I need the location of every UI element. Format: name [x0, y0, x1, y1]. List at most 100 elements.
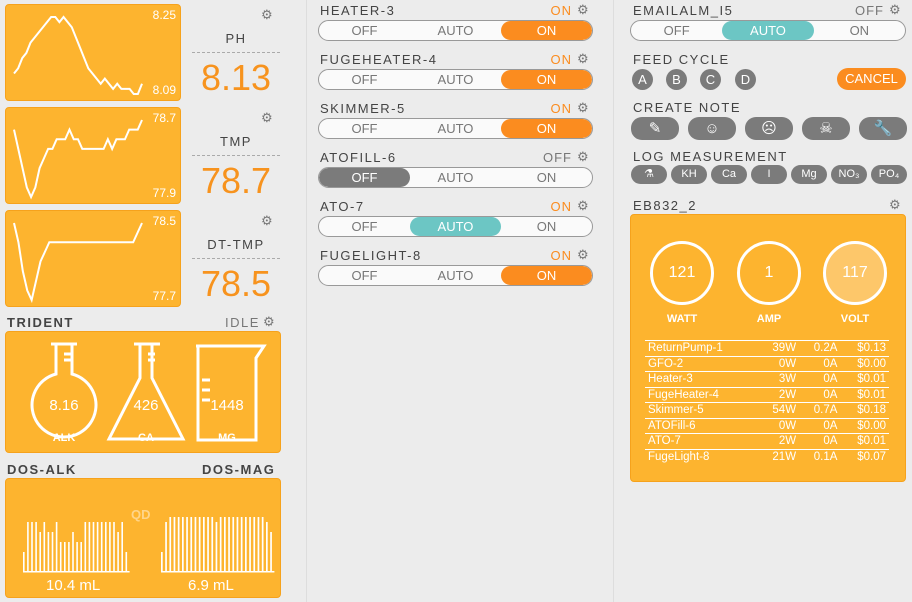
dose-bar — [165, 522, 167, 572]
dose-bar — [47, 532, 50, 572]
dose-bar — [92, 522, 95, 572]
toggle-on[interactable]: ON — [536, 219, 557, 234]
volt-meter: 117 — [823, 241, 887, 305]
log-kh-button[interactable]: KH — [671, 165, 707, 184]
trident-gear-icon[interactable]: ⚙ — [263, 314, 275, 329]
outlet-toggle[interactable]: OFF AUTO ON — [318, 265, 593, 286]
outlet-state: ON — [550, 248, 572, 263]
divider — [192, 155, 280, 156]
dose-bar — [270, 532, 272, 572]
trident-status: IDLE — [225, 315, 260, 330]
toggle-off[interactable]: OFF — [663, 23, 690, 38]
toggle-off[interactable]: OFF — [351, 72, 378, 87]
email-toggle[interactable]: OFF AUTO ON — [630, 20, 906, 41]
cost: $0.01 — [840, 371, 889, 387]
outlet-toggle[interactable]: OFF AUTO ON — [318, 69, 593, 90]
toggle-auto[interactable]: AUTO — [437, 23, 474, 38]
dose-bar — [190, 517, 193, 572]
toggle-off[interactable]: OFF — [351, 268, 378, 283]
cost: $0.13 — [840, 340, 889, 356]
chart-min: 77.9 — [152, 186, 176, 200]
email-gear-icon[interactable]: ⚙ — [889, 2, 901, 17]
dose-bar — [125, 552, 128, 572]
cost: $0.07 — [840, 448, 889, 465]
dose-bar — [257, 517, 260, 572]
email-state: OFF — [855, 3, 884, 18]
smile-icon[interactable]: ☺ — [688, 117, 736, 140]
dose-bar — [186, 517, 188, 572]
watt-label: WATT — [666, 313, 698, 325]
log-no₃-button[interactable]: NO₃ — [831, 165, 867, 184]
toggle-auto[interactable]: AUTO — [437, 121, 474, 136]
outlet-toggle[interactable]: OFF AUTO ON — [318, 216, 593, 237]
toggle-off[interactable]: OFF — [351, 23, 378, 38]
outlet-name: HEATER-3 — [320, 3, 396, 18]
probe-gear-icon[interactable]: ⚙ — [261, 7, 273, 22]
outlet-gear-icon[interactable]: ⚙ — [577, 51, 589, 66]
probe-chart-ph[interactable]: 8.25 8.09 — [5, 4, 181, 101]
toggle-off[interactable]: OFF — [351, 121, 378, 136]
chart-min: 77.7 — [152, 289, 176, 303]
toggle-auto[interactable]: AUTO — [437, 268, 474, 283]
toggle-auto[interactable]: AUTO — [437, 72, 474, 87]
frown-icon[interactable]: ☹ — [745, 117, 793, 140]
toggle-auto[interactable]: AUTO — [722, 21, 814, 40]
pencil-icon[interactable]: ✎ — [631, 117, 679, 140]
alk-label: ALK — [52, 432, 76, 444]
probe-chart-dt-tmp[interactable]: 78.5 77.7 — [5, 210, 181, 307]
outlet-toggle[interactable]: OFF AUTO ON — [318, 167, 593, 188]
toggle-on[interactable]: ON — [501, 119, 592, 138]
toggle-on[interactable]: ON — [501, 70, 592, 89]
dose-bar — [59, 542, 62, 572]
feed-b-button[interactable]: B — [666, 69, 687, 90]
outlet-name: ReturnPump-1 — [645, 340, 758, 356]
log-i-button[interactable]: I — [751, 165, 787, 184]
outlet-toggle[interactable]: OFF AUTO ON — [318, 20, 593, 41]
toggle-auto[interactable]: AUTO — [410, 217, 501, 236]
outlet-gear-icon[interactable]: ⚙ — [577, 149, 589, 164]
probe-gear-icon[interactable]: ⚙ — [261, 213, 273, 228]
chart-min: 8.09 — [152, 83, 176, 97]
log-test-icon[interactable]: ⚗ — [631, 165, 667, 184]
sparkline — [13, 119, 143, 200]
eb-title: EB832_2 — [633, 198, 697, 213]
skull-icon[interactable]: ☠ — [802, 117, 850, 140]
feed-a-button[interactable]: A — [632, 69, 653, 90]
outlet-gear-icon[interactable]: ⚙ — [577, 247, 589, 262]
dose-bar — [113, 522, 115, 572]
outlet-gear-icon[interactable]: ⚙ — [577, 2, 589, 17]
dose-bar — [253, 517, 256, 572]
feed-cycle-title: FEED CYCLE — [633, 52, 730, 67]
log-mg-button[interactable]: Mg — [791, 165, 827, 184]
feed-cancel-button[interactable]: CANCEL — [837, 68, 906, 90]
toggle-on[interactable]: ON — [501, 21, 592, 40]
outlet-gear-icon[interactable]: ⚙ — [577, 198, 589, 213]
feed-d-button[interactable]: D — [735, 69, 756, 90]
wrench-icon[interactable]: 🔧 — [859, 117, 907, 140]
toggle-off[interactable]: OFF — [351, 219, 378, 234]
outlet-toggle[interactable]: OFF AUTO ON — [318, 118, 593, 139]
log-po₄-button[interactable]: PO₄ — [871, 165, 907, 184]
round-flask-icon — [30, 342, 98, 439]
toggle-on[interactable]: ON — [536, 170, 557, 185]
dose-bar — [245, 517, 247, 572]
amps: 0A — [799, 386, 841, 403]
toggle-auto[interactable]: AUTO — [437, 170, 474, 185]
amp-label: AMP — [756, 313, 782, 325]
dose-bar — [224, 517, 226, 572]
toggle-on[interactable]: ON — [501, 266, 592, 285]
trident-tile[interactable]: 8.16 426 1448 ALK CA MG — [5, 331, 281, 453]
probe-gear-icon[interactable]: ⚙ — [261, 110, 273, 125]
dose-bar — [240, 517, 243, 572]
erlenmeyer-flask-icon — [106, 342, 186, 441]
outlet-gear-icon[interactable]: ⚙ — [577, 100, 589, 115]
eb-gear-icon[interactable]: ⚙ — [889, 197, 901, 212]
toggle-on[interactable]: ON — [849, 23, 870, 38]
feed-c-button[interactable]: C — [700, 69, 721, 90]
probe-chart-tmp[interactable]: 78.7 77.9 — [5, 107, 181, 204]
log-ca-button[interactable]: Ca — [711, 165, 747, 184]
cost: $0.01 — [840, 433, 889, 449]
dose-bar — [84, 522, 87, 572]
toggle-off[interactable]: OFF — [319, 168, 410, 187]
dos-tile[interactable]: QD 10.4 mL 6.9 mL — [5, 478, 281, 598]
